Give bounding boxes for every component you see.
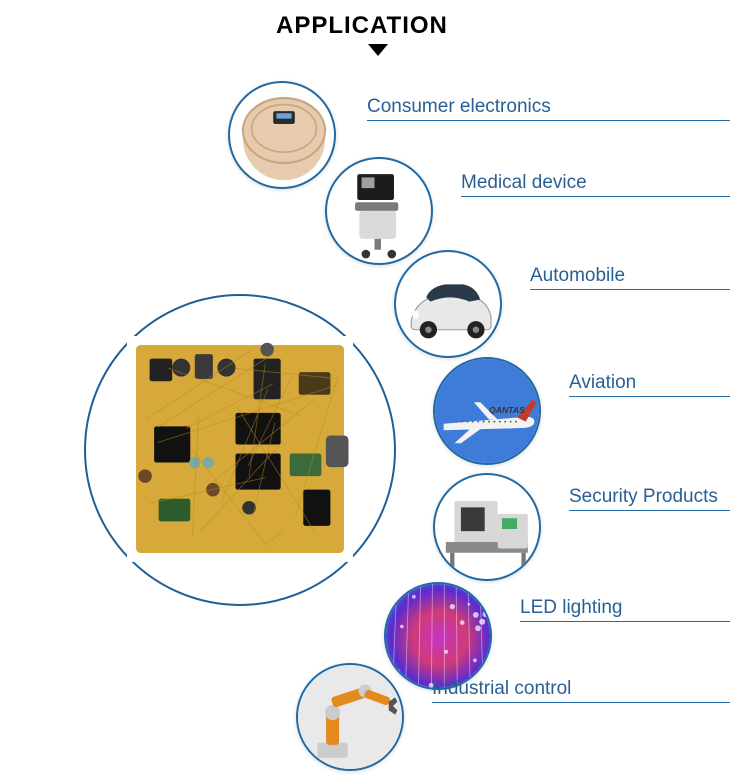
svg-text:QANTAS: QANTAS	[489, 405, 525, 415]
title-triangle-icon	[368, 44, 388, 56]
page-title: APPLICATION	[276, 12, 448, 40]
security-products-rule	[569, 510, 730, 511]
medical-device-label: Medical device	[461, 172, 587, 194]
consumer-electronics-rule	[367, 120, 730, 121]
industrial-control-rule	[432, 702, 730, 703]
aviation-label: Aviation	[569, 372, 636, 394]
medical-device-rule	[461, 196, 730, 197]
led-lighting-label: LED lighting	[520, 597, 622, 619]
pcb-image	[127, 336, 353, 562]
security-products-label: Security Products	[569, 486, 718, 508]
automobile-label: Automobile	[530, 265, 625, 287]
security-products-node	[433, 473, 541, 581]
industrial-control-node	[296, 663, 404, 771]
consumer-electronics-node	[228, 81, 336, 189]
application-infographic: APPLICATION Consumer electronics Medical d…	[0, 0, 750, 781]
medical-device-node	[325, 157, 433, 265]
led-lighting-rule	[520, 621, 730, 622]
industrial-control-label: Industrial control	[432, 678, 571, 700]
automobile-node	[394, 250, 502, 358]
automobile-rule	[530, 289, 730, 290]
consumer-electronics-label: Consumer electronics	[367, 96, 551, 118]
aviation-node: QANTAS	[433, 357, 541, 465]
aviation-rule	[569, 396, 730, 397]
